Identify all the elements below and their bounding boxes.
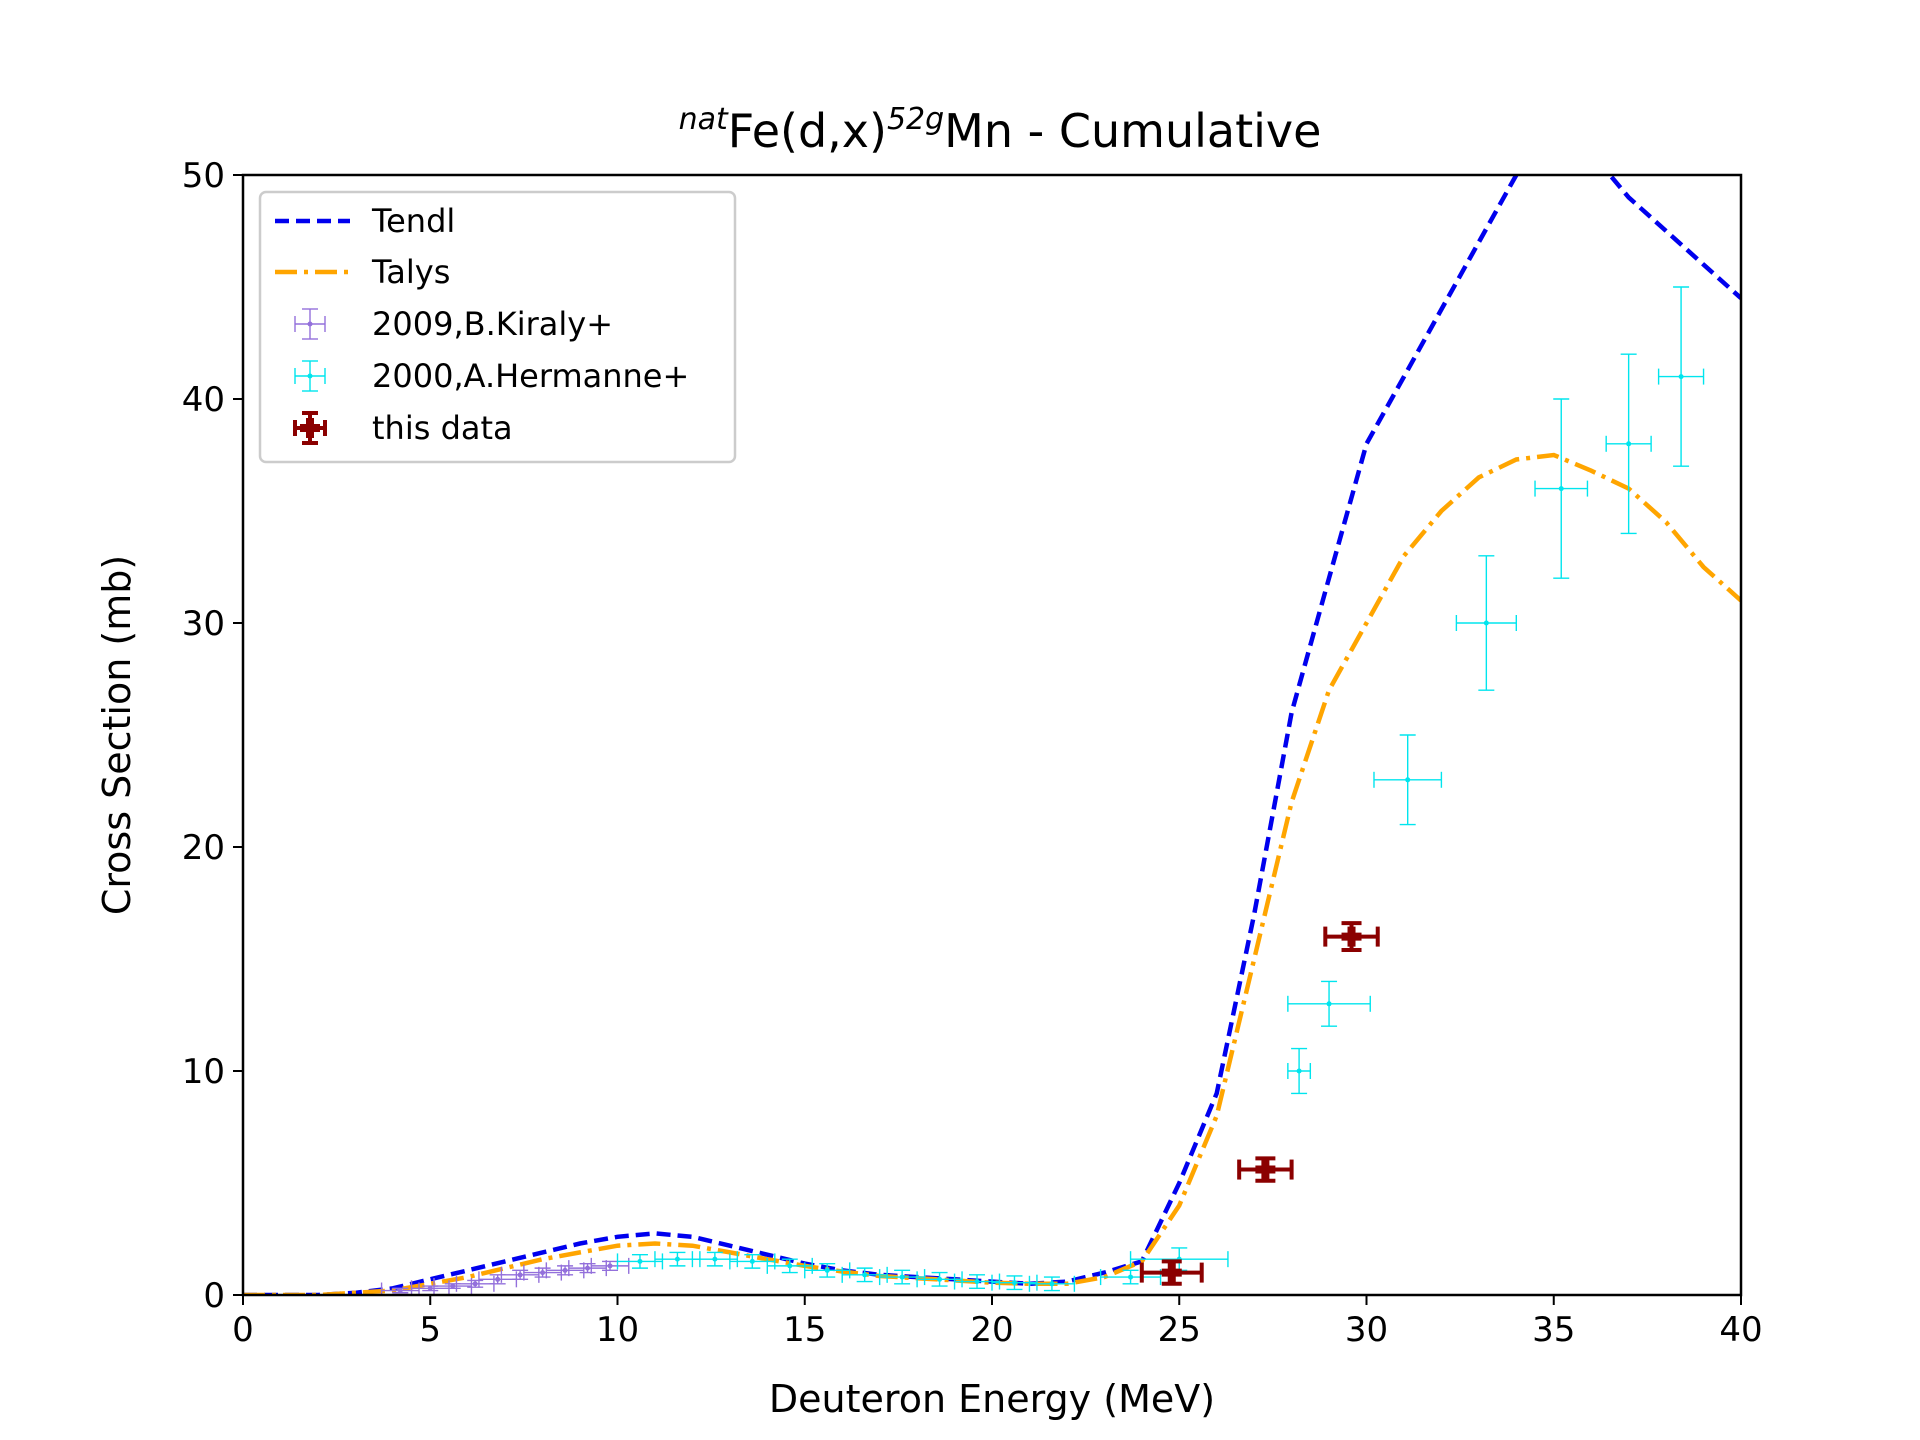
series-3-point	[878, 1269, 926, 1286]
series-2-point	[590, 1257, 630, 1274]
y-tick-label: 10	[182, 1052, 225, 1092]
chart-title: natFe(d,x)52gMn - Cumulative	[679, 102, 1322, 158]
series-3-marker	[1483, 620, 1489, 626]
legend-label: 2009,B.Kiraly+	[372, 305, 613, 343]
series-3-point	[1099, 1269, 1162, 1286]
series-3-marker	[1326, 1001, 1332, 1007]
series-3-marker	[824, 1267, 830, 1273]
series-3-marker	[1405, 777, 1411, 783]
title-main-1: Fe(d,x)	[728, 104, 887, 158]
legend-entry: this data	[293, 409, 513, 447]
series-3-marker	[674, 1256, 680, 1262]
series-2-marker	[495, 1276, 501, 1282]
legend-frame	[258, 190, 737, 464]
x-tick-label: 40	[1719, 1310, 1762, 1350]
legend-marker-swatch	[307, 321, 313, 327]
series-3-point	[1657, 286, 1705, 467]
series-3-point	[1287, 980, 1371, 1027]
series-3-point	[1287, 1047, 1312, 1095]
series-3-marker	[1011, 1280, 1017, 1286]
legend-label: Talys	[371, 253, 450, 291]
title-pre-sup: nat	[679, 102, 729, 137]
series-2-marker	[540, 1270, 546, 1276]
title-main-2: Mn - Cumulative	[944, 104, 1321, 158]
x-tick-label: 30	[1345, 1310, 1388, 1350]
y-tick-label: 40	[182, 380, 225, 420]
markers-layer	[1139, 921, 1380, 1286]
series-2-point	[568, 1260, 607, 1277]
series-2-marker	[585, 1265, 591, 1271]
series-3-point	[916, 1271, 963, 1288]
series-4-marker	[1161, 1262, 1182, 1283]
series-2-point	[380, 1282, 420, 1295]
series-3-marker	[637, 1258, 643, 1264]
series-3-marker	[899, 1274, 905, 1280]
x-axis-label: Deuteron Energy (MeV)	[769, 1377, 1215, 1421]
series-1-line	[243, 452, 1741, 1295]
series-2-marker	[427, 1285, 433, 1291]
series-4-point	[1139, 1259, 1204, 1286]
series-3-marker	[712, 1256, 718, 1262]
series-3-marker	[974, 1279, 980, 1285]
legend-entry: 2009,B.Kiraly+	[294, 305, 613, 343]
y-axis-ticks: 0 10 20 30 40 50	[182, 156, 243, 1316]
series-2-point	[433, 1278, 473, 1295]
legend: Tendl Talys 2009,B.Kiraly+ 2000,A.Hermanne+…	[258, 190, 737, 464]
series-2-point	[545, 1262, 585, 1279]
x-tick-label: 5	[419, 1310, 441, 1350]
series-2-marker	[517, 1272, 523, 1278]
y-axis-label: Cross Section (mb)	[95, 555, 139, 915]
legend-entry: 2000,A.Hermanne+	[294, 357, 689, 395]
y-tick-label: 50	[182, 156, 225, 196]
series-2-marker	[472, 1281, 478, 1287]
series-3-marker	[1296, 1068, 1302, 1074]
title-mid-sup: 52g	[887, 102, 944, 137]
series-2-point	[478, 1271, 518, 1288]
legend-entry: Talys	[275, 253, 450, 291]
series-3-point	[1373, 734, 1443, 826]
series-layer	[243, 175, 1741, 1295]
x-tick-label: 0	[232, 1310, 254, 1350]
series-4-marker	[1341, 926, 1362, 947]
series-3-marker	[862, 1272, 868, 1278]
x-tick-label: 15	[783, 1310, 826, 1350]
series-3-point	[1028, 1275, 1076, 1292]
legend-marker-swatch	[300, 418, 320, 438]
legend-marker-swatch	[307, 373, 313, 379]
series-2-marker	[450, 1283, 456, 1289]
series-2-point	[500, 1266, 540, 1283]
series-3-marker	[937, 1276, 943, 1282]
series-3-marker	[1626, 441, 1632, 447]
series-3-marker	[1128, 1274, 1134, 1280]
x-tick-label: 35	[1532, 1310, 1575, 1350]
series-3-marker	[749, 1258, 755, 1264]
series-2-marker	[562, 1267, 568, 1273]
series-3-marker	[1558, 486, 1564, 492]
x-tick-label: 10	[596, 1310, 639, 1350]
series-3-marker	[1678, 374, 1684, 380]
y-tick-label: 0	[203, 1276, 225, 1316]
y-tick-label: 30	[182, 604, 225, 644]
x-tick-label: 20	[970, 1310, 1013, 1350]
legend-entry: Tendl	[275, 202, 455, 240]
legend-label: this data	[372, 409, 513, 447]
x-tick-label: 25	[1158, 1310, 1201, 1350]
series-3-point	[1455, 555, 1518, 691]
series-3-point	[1534, 398, 1589, 579]
series-4-point	[1323, 921, 1380, 953]
series-4-point	[1237, 1156, 1294, 1183]
legend-label: Tendl	[371, 202, 455, 240]
series-2-marker	[607, 1263, 613, 1269]
x-axis-ticks: 0 5 10 15 20 25 30 35 40	[232, 1295, 1763, 1350]
y-tick-label: 20	[182, 828, 225, 868]
legend-label: 2000,A.Hermanne+	[372, 357, 689, 395]
series-2-point	[523, 1264, 563, 1281]
series-4-marker	[1255, 1159, 1276, 1180]
series-2-marker	[397, 1288, 403, 1294]
series-3-marker	[787, 1263, 793, 1269]
series-3-marker	[1049, 1281, 1055, 1287]
series-3-point	[1605, 353, 1652, 535]
